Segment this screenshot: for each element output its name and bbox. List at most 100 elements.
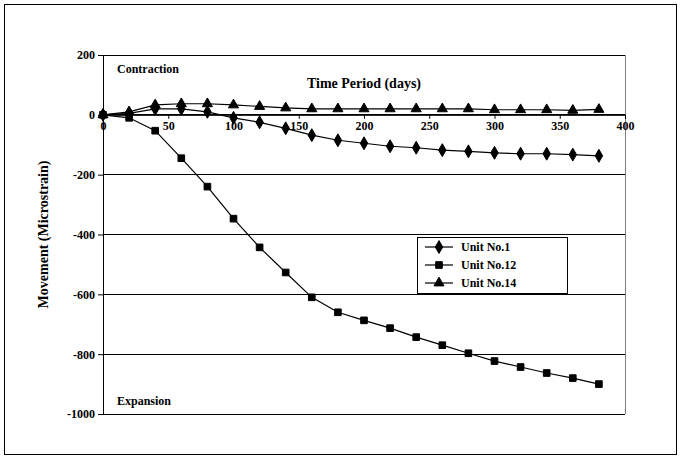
- y-tick: -1000: [67, 407, 103, 421]
- series: [99, 102, 602, 162]
- x-tick: 250: [421, 115, 439, 134]
- y-tick-label: -800: [73, 348, 95, 362]
- annotation: Contraction: [117, 62, 179, 76]
- x-tick: 50: [163, 115, 175, 134]
- x-tick-mark: [429, 115, 430, 119]
- y-tick-label: -200: [73, 168, 95, 182]
- marker: [256, 244, 263, 251]
- y-axis: -1000 -800 -600 -400 -200 0 200: [67, 48, 104, 421]
- y-tick: 200: [77, 48, 103, 62]
- marker: [413, 334, 420, 341]
- marker: [334, 134, 341, 147]
- marker: [98, 109, 108, 118]
- y-tick-mark: [98, 294, 103, 295]
- chart-frame: [5, 5, 677, 455]
- legend-label: Unit No.1: [461, 240, 510, 254]
- marker: [594, 104, 604, 113]
- x-tick-label: 250: [421, 119, 439, 133]
- marker: [465, 350, 472, 357]
- series: [100, 112, 603, 388]
- x-axis-line: [104, 115, 626, 119]
- marker: [387, 325, 394, 332]
- marker: [228, 99, 238, 108]
- marker: [361, 317, 368, 324]
- legend-marker: [436, 262, 443, 269]
- y-tick-label: -400: [73, 228, 95, 242]
- x-tick: 200: [356, 115, 374, 134]
- series: [98, 98, 604, 118]
- marker: [308, 294, 315, 301]
- marker: [491, 146, 498, 159]
- marker: [204, 183, 211, 190]
- x-tick-label: 400: [617, 119, 635, 133]
- marker: [439, 144, 446, 157]
- legend-item: Unit No.14: [425, 276, 516, 290]
- marker: [517, 147, 524, 160]
- x-axis-title: Time Period (days): [307, 76, 421, 92]
- legend-box: [418, 238, 568, 294]
- series-line: [103, 115, 599, 384]
- x-tick-mark: [625, 115, 626, 119]
- marker: [204, 105, 211, 118]
- y-tick-mark: [98, 414, 103, 415]
- marker: [412, 141, 419, 154]
- legend-item: Unit No.1: [425, 240, 510, 254]
- grid-line: [103, 414, 625, 415]
- x-tick-label: 0: [101, 119, 107, 133]
- legend-label: Unit No.14: [461, 276, 516, 290]
- marker: [176, 98, 186, 107]
- marker: [596, 381, 603, 388]
- x-tick-label: 50: [163, 119, 175, 133]
- y-tick: -200: [73, 168, 103, 182]
- marker: [360, 137, 367, 150]
- marker: [463, 103, 473, 112]
- x-tick-label: 300: [486, 119, 504, 133]
- marker: [230, 215, 237, 222]
- marker: [150, 99, 160, 108]
- y-tick: -400: [73, 228, 103, 242]
- x-tick-mark: [299, 115, 300, 119]
- x-tick-mark: [495, 115, 496, 119]
- grid: [103, 55, 625, 414]
- marker: [543, 370, 550, 377]
- x-tick: 350: [551, 115, 569, 134]
- marker: [465, 145, 472, 158]
- y-tick: -600: [73, 288, 103, 302]
- marker: [543, 147, 550, 160]
- marker: [178, 155, 185, 162]
- grid-line: [103, 174, 625, 175]
- x-axis: 050100150200250300350400: [101, 115, 635, 134]
- grid-line: [103, 354, 625, 355]
- y-tick: -800: [73, 348, 103, 362]
- y-tick-mark: [98, 235, 103, 236]
- x-tick: 300: [486, 115, 504, 134]
- y-tick-mark: [98, 55, 103, 56]
- marker: [595, 149, 602, 162]
- marker: [542, 104, 552, 113]
- marker: [202, 98, 212, 107]
- y-tick-label: 0: [89, 108, 95, 122]
- marker: [517, 364, 524, 371]
- marker: [152, 127, 159, 134]
- legend-item: Unit No.12: [425, 258, 516, 272]
- marker: [491, 358, 498, 365]
- grid-line: [103, 55, 625, 56]
- marker: [386, 140, 393, 153]
- x-tick-label: 350: [551, 119, 569, 133]
- x-tick-mark: [168, 115, 169, 119]
- marker: [439, 342, 446, 349]
- legend-marker: [435, 241, 442, 254]
- marker: [308, 129, 315, 142]
- legend-label: Unit No.12: [461, 258, 516, 272]
- y-tick-label: -600: [73, 288, 95, 302]
- marker: [333, 103, 343, 112]
- y-axis-title: Movement (Microstrain): [36, 160, 52, 308]
- marker: [230, 111, 237, 124]
- x-tick-label: 200: [356, 119, 374, 133]
- x-tick-mark: [560, 115, 561, 119]
- annotation: Expansion: [117, 394, 171, 408]
- marker: [281, 102, 291, 111]
- marker: [385, 103, 395, 112]
- marker: [489, 104, 499, 113]
- marker: [282, 122, 289, 135]
